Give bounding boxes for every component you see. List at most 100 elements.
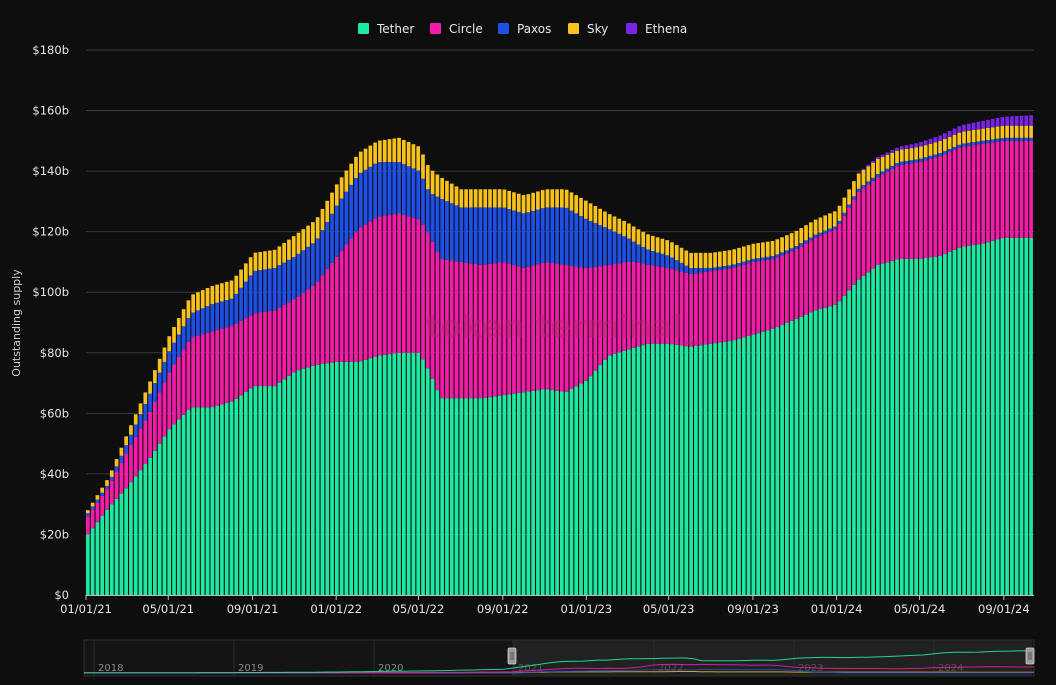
bar-stack[interactable] [162, 347, 167, 595]
bar-stack[interactable] [756, 243, 760, 595]
bar-stack[interactable] [990, 118, 995, 595]
bar-stack[interactable] [143, 392, 148, 595]
bar-stack[interactable] [1019, 115, 1024, 595]
bar-stack[interactable] [588, 203, 593, 595]
bar-stack[interactable] [492, 189, 497, 595]
bar-stack[interactable] [368, 145, 373, 595]
bar-stack[interactable] [569, 192, 574, 595]
bar-stack[interactable] [923, 140, 928, 595]
bar-stack[interactable] [229, 280, 234, 596]
bar-stack[interactable] [583, 200, 588, 595]
bar-stack[interactable] [914, 143, 918, 595]
bar-stack[interactable] [191, 294, 196, 595]
legend-item-tether[interactable]: Tether [358, 22, 414, 36]
bar-stack[interactable] [718, 251, 722, 595]
bar-stack[interactable] [172, 326, 176, 595]
bar-stack[interactable] [794, 230, 799, 595]
bar-stack[interactable] [244, 263, 248, 595]
bar-stack[interactable] [358, 151, 363, 595]
bar-stack[interactable] [502, 189, 507, 595]
bar-stack[interactable] [1029, 115, 1033, 595]
legend-item-sky[interactable]: Sky [568, 22, 608, 36]
bar-stack[interactable] [818, 217, 823, 596]
bar-stack[interactable] [425, 165, 430, 595]
bar-stack[interactable] [440, 177, 444, 595]
bar-stack[interactable] [114, 459, 119, 595]
bar-stack[interactable] [986, 119, 990, 595]
bar-stack[interactable] [952, 128, 957, 595]
bar-stack[interactable] [890, 150, 895, 595]
bar-stack[interactable] [957, 126, 962, 595]
bar-stack[interactable] [971, 122, 976, 596]
bar-stack[interactable] [445, 180, 449, 595]
bar-stack[interactable] [95, 495, 100, 595]
bar-stack[interactable] [679, 247, 684, 595]
bar-stack[interactable] [627, 223, 631, 595]
bar-stack[interactable] [521, 195, 526, 595]
bar-stack[interactable] [947, 130, 952, 595]
bar-stack[interactable] [248, 257, 253, 595]
bar-stack[interactable] [325, 200, 330, 595]
bar-stack[interactable] [90, 502, 95, 595]
bar-stack[interactable] [272, 249, 277, 595]
bar-stack[interactable] [770, 240, 775, 595]
bar-stack[interactable] [904, 145, 909, 595]
bar-stack[interactable] [526, 194, 531, 595]
navigator-left-handle[interactable] [507, 647, 517, 665]
bar-stack[interactable] [315, 217, 320, 595]
bar-stack[interactable] [765, 241, 770, 595]
bar-stack[interactable] [397, 137, 401, 595]
bar-stack[interactable] [1010, 116, 1014, 595]
bar-stack[interactable] [334, 184, 339, 595]
bar-stack[interactable] [186, 300, 191, 595]
bar-stack[interactable] [196, 292, 200, 595]
bar-stack[interactable] [636, 229, 641, 595]
bar-stack[interactable] [311, 222, 315, 595]
bar-stack[interactable] [722, 250, 727, 595]
bar-stack[interactable] [689, 252, 693, 595]
bar-stack[interactable] [684, 250, 689, 595]
bar-stack[interactable] [938, 135, 942, 596]
bar-stack[interactable] [224, 281, 229, 595]
bar-stack[interactable] [919, 142, 923, 595]
bar-stack[interactable] [909, 144, 914, 595]
bar-stack[interactable] [1014, 116, 1019, 595]
bar-stack[interactable] [856, 172, 861, 595]
bar-stack[interactable] [181, 309, 186, 595]
bar-stack[interactable] [564, 189, 569, 595]
bar-stack[interactable] [119, 447, 124, 595]
bar-stack[interactable] [473, 189, 478, 595]
bar-stack[interactable] [531, 192, 535, 595]
bar-stack[interactable] [966, 123, 971, 596]
bar-stack[interactable] [603, 211, 607, 595]
bar-stack[interactable] [555, 189, 559, 595]
bar-stack[interactable] [828, 213, 832, 595]
bar-stack[interactable] [138, 403, 143, 595]
bar-stack[interactable] [449, 183, 454, 595]
bar-stack[interactable] [411, 144, 416, 595]
bar-stack[interactable] [349, 163, 354, 595]
bar-stack[interactable] [378, 140, 382, 595]
bar-stack[interactable] [129, 425, 133, 595]
bar-stack[interactable] [220, 283, 224, 595]
bar-stack[interactable] [641, 231, 646, 595]
bar-stack[interactable] [497, 189, 502, 595]
bar-stack[interactable] [545, 189, 550, 595]
bar-stack[interactable] [928, 138, 933, 595]
bar-stack[interactable] [344, 170, 349, 595]
range-navigator[interactable]: 2018201920202021202220232024 [83, 639, 1035, 677]
bar-stack[interactable] [650, 235, 655, 595]
bar-stack[interactable] [631, 226, 636, 595]
legend-item-ethena[interactable]: Ethena [626, 22, 687, 36]
bar-stack[interactable] [205, 287, 210, 595]
bar-stack[interactable] [157, 358, 162, 595]
bar-stack[interactable] [239, 269, 243, 595]
bar-stack[interactable] [847, 189, 851, 595]
bar-stack[interactable] [746, 245, 751, 595]
bar-stack[interactable] [962, 124, 966, 595]
bar-stack[interactable] [176, 318, 181, 595]
bar-stack[interactable] [373, 142, 377, 595]
bar-stack[interactable] [478, 189, 483, 595]
bar-stack[interactable] [761, 242, 765, 595]
bar-stack[interactable] [488, 189, 492, 595]
